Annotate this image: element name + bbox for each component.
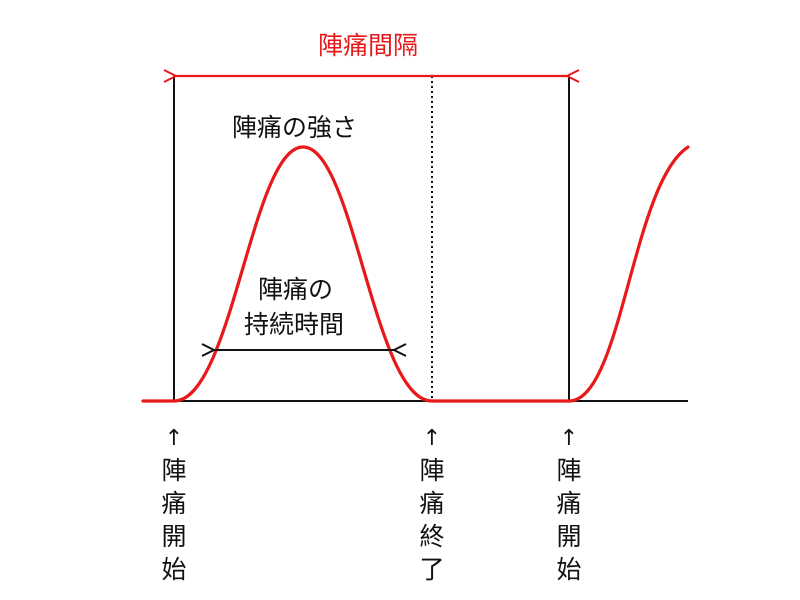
marker-contraction-start-right: ↑ 陣 痛 開 始: [554, 424, 584, 586]
marker-char: 開: [161, 522, 187, 551]
marker-contraction-start-left: ↑ 陣 痛 開 始: [159, 424, 189, 586]
marker-char: 陣: [419, 456, 445, 485]
up-arrow-icon: ↑: [559, 426, 579, 451]
marker-char: 終: [419, 522, 445, 551]
marker-contraction-end: ↑ 陣 痛 終 了: [417, 424, 447, 586]
marker-char: 痛: [419, 489, 445, 518]
marker-char: 始: [161, 555, 187, 584]
up-arrow-icon: ↑: [164, 426, 184, 451]
marker-char: 陣: [556, 456, 582, 485]
duration-label-line2: 持続時間: [244, 310, 345, 339]
duration-label-line1: 陣痛の: [258, 275, 334, 304]
strength-label: 陣痛の強さ: [232, 113, 358, 142]
contraction-wave-curve: [141, 145, 690, 403]
marker-char: 痛: [161, 489, 187, 518]
marker-char: 陣: [161, 456, 187, 485]
interval-title: 陣痛間隔: [318, 31, 419, 60]
up-arrow-icon: ↑: [422, 426, 442, 451]
marker-char: 痛: [556, 489, 582, 518]
marker-char: 開: [556, 522, 582, 551]
marker-char: 了: [419, 555, 445, 584]
marker-char: 始: [556, 555, 582, 584]
